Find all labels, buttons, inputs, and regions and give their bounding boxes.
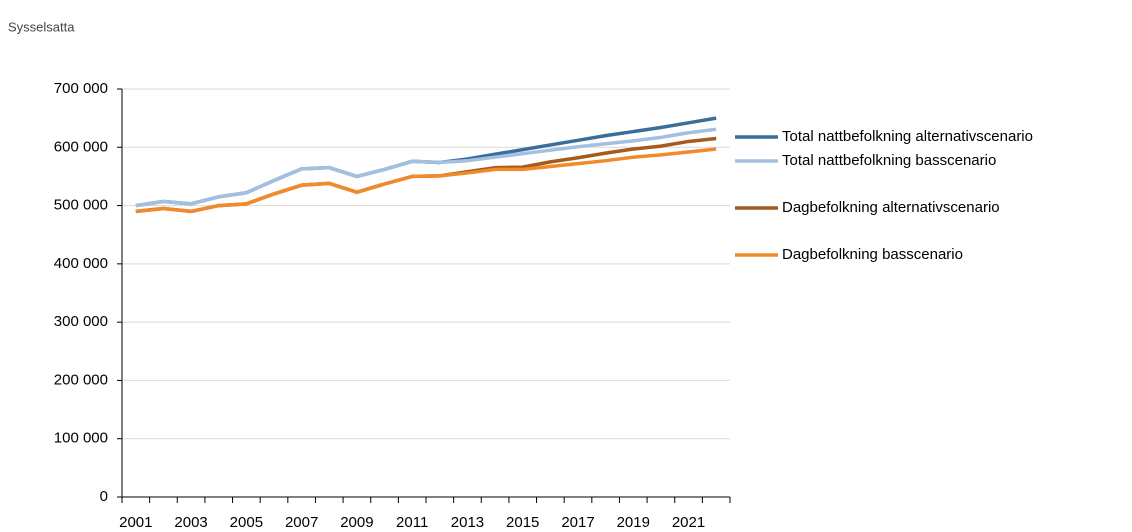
legend-label: Total nattbefolkning alternativscenario <box>782 128 1033 145</box>
y-tick-label: 300 000 <box>54 313 108 330</box>
x-tick-label: 2007 <box>285 514 318 531</box>
x-tick-label: 2001 <box>119 514 152 531</box>
x-tick-label: 2017 <box>561 514 594 531</box>
y-tick-label: 400 000 <box>54 255 108 272</box>
x-tick-label: 2019 <box>617 514 650 531</box>
legend-label: Total nattbefolkning basscenario <box>782 152 996 169</box>
legend-label: Dagbefolkning basscenario <box>782 246 963 263</box>
y-tick-label: 500 000 <box>54 197 108 214</box>
chart-title: Sysselsatta <box>8 19 75 34</box>
y-tick-label: 700 000 <box>54 80 108 97</box>
x-tick-label: 2015 <box>506 514 539 531</box>
x-tick-label: 2021 <box>672 514 705 531</box>
x-tick-label: 2003 <box>174 514 207 531</box>
legend-label: Dagbefolkning alternativscenario <box>782 199 1000 216</box>
x-tick-label: 2013 <box>451 514 484 531</box>
y-tick-label: 200 000 <box>54 371 108 388</box>
x-tick-label: 2011 <box>396 514 428 531</box>
y-tick-label: 100 000 <box>54 430 108 447</box>
y-tick-label: 0 <box>100 488 108 505</box>
series-line <box>135 147 717 214</box>
x-tick-label: 2009 <box>340 514 373 531</box>
y-tick-label: 600 000 <box>54 138 108 155</box>
series-line <box>135 127 717 208</box>
x-tick-label: 2005 <box>230 514 263 531</box>
